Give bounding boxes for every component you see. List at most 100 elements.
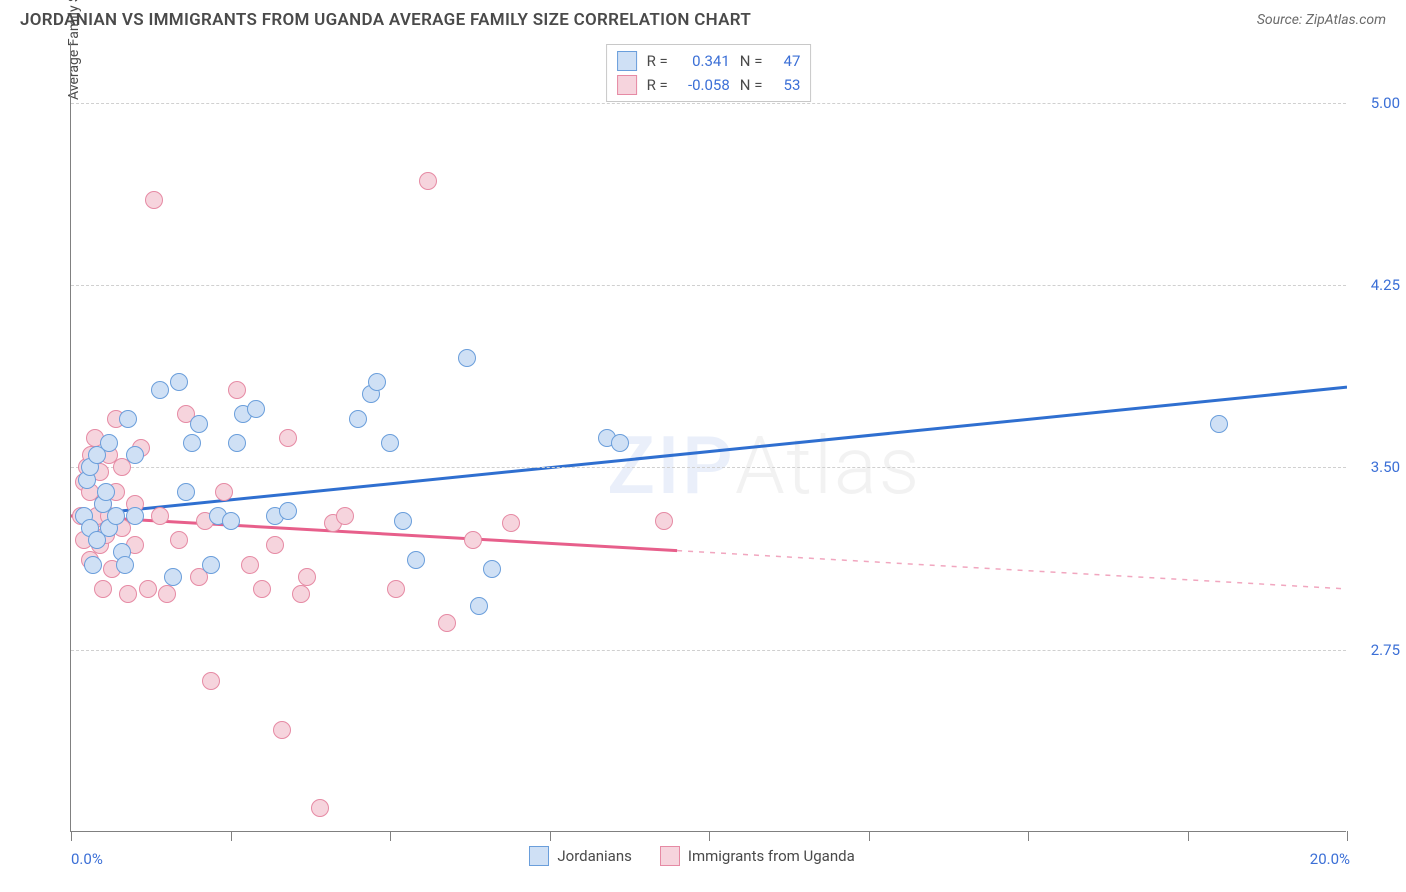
data-point	[253, 580, 271, 598]
source-attribution: Source: ZipAtlas.com	[1257, 12, 1386, 28]
data-point	[368, 373, 386, 391]
correlation-stats-box: R = 0.341 N = 47 R = -0.058 N = 53	[606, 44, 812, 102]
data-point	[502, 514, 520, 532]
legend-swatch	[529, 846, 549, 866]
data-point	[266, 536, 284, 554]
data-point	[1210, 415, 1228, 433]
data-point	[151, 381, 169, 399]
x-tick	[709, 831, 710, 841]
data-point	[241, 556, 259, 574]
legend-swatch	[617, 51, 637, 71]
data-point	[298, 568, 316, 586]
data-point	[247, 400, 265, 418]
x-min-label: 0.0%	[71, 850, 103, 868]
data-point	[381, 434, 399, 452]
gridline	[71, 285, 1346, 286]
data-point	[483, 560, 501, 578]
gridline	[71, 650, 1346, 651]
data-point	[611, 434, 629, 452]
data-point	[228, 434, 246, 452]
data-point	[170, 373, 188, 391]
data-point	[336, 507, 354, 525]
stats-row: R = 0.341 N = 47	[617, 49, 801, 73]
legend-swatch	[660, 846, 680, 866]
x-tick	[1188, 831, 1189, 841]
data-point	[279, 429, 297, 447]
data-point	[151, 507, 169, 525]
data-point	[202, 556, 220, 574]
series-legend: Jordanians Immigrants from Uganda	[529, 846, 854, 866]
y-tick-label: 2.75	[1371, 641, 1400, 659]
n-label: N =	[740, 73, 763, 97]
n-label: N =	[740, 49, 763, 73]
gridline	[71, 103, 1346, 104]
data-point	[292, 585, 310, 603]
data-point	[458, 349, 476, 367]
data-point	[97, 483, 115, 501]
trend-line-dashed	[677, 551, 1347, 589]
data-point	[407, 551, 425, 569]
y-tick-label: 4.25	[1371, 276, 1400, 294]
data-point	[100, 434, 118, 452]
data-point	[190, 415, 208, 433]
x-tick	[231, 831, 232, 841]
data-point	[419, 172, 437, 190]
data-point	[107, 507, 125, 525]
x-tick	[869, 831, 870, 841]
watermark-bold: ZIP	[607, 419, 735, 513]
data-point	[438, 614, 456, 632]
data-point	[394, 512, 412, 530]
legend-label: Jordanians	[557, 847, 632, 865]
data-point	[387, 580, 405, 598]
data-point	[273, 721, 291, 739]
data-point	[349, 410, 367, 428]
data-point	[126, 507, 144, 525]
stats-row: R = -0.058 N = 53	[617, 73, 801, 97]
data-point	[139, 580, 157, 598]
x-tick	[71, 831, 72, 841]
data-point	[170, 531, 188, 549]
data-point	[116, 556, 134, 574]
data-point	[158, 585, 176, 603]
data-point	[119, 585, 137, 603]
data-point	[279, 502, 297, 520]
gridline	[71, 467, 1346, 468]
data-point	[119, 410, 137, 428]
data-point	[202, 672, 220, 690]
data-point	[215, 483, 233, 501]
watermark: ZIPAtlas	[607, 419, 921, 513]
data-point	[228, 381, 246, 399]
y-tick-label: 5.00	[1371, 94, 1400, 112]
trend-lines	[71, 42, 1347, 832]
data-point	[94, 580, 112, 598]
x-tick	[550, 831, 551, 841]
r-label: R =	[647, 73, 668, 97]
data-point	[177, 483, 195, 501]
legend-swatch	[617, 75, 637, 95]
y-tick-label: 3.50	[1371, 458, 1400, 476]
chart-title: JORDANIAN VS IMMIGRANTS FROM UGANDA AVER…	[20, 10, 751, 30]
x-tick	[1347, 831, 1348, 841]
legend-label: Immigrants from Uganda	[688, 847, 855, 865]
data-point	[164, 568, 182, 586]
r-value: -0.058	[678, 73, 730, 97]
data-point	[311, 799, 329, 817]
r-label: R =	[647, 49, 668, 73]
chart-header: JORDANIAN VS IMMIGRANTS FROM UGANDA AVER…	[0, 0, 1406, 38]
r-value: 0.341	[678, 49, 730, 73]
n-value: 53	[772, 73, 800, 97]
data-point	[126, 446, 144, 464]
data-point	[222, 512, 240, 530]
scatter-plot: ZIPAtlas R =0.341N =47R =-0.058N =53 2.7…	[70, 42, 1346, 832]
x-tick	[390, 831, 391, 841]
legend-item: Immigrants from Uganda	[660, 846, 855, 866]
watermark-thin: Atlas	[735, 419, 921, 513]
data-point	[655, 512, 673, 530]
data-point	[470, 597, 488, 615]
data-point	[84, 556, 102, 574]
x-tick	[1028, 831, 1029, 841]
x-max-label: 20.0%	[1310, 850, 1350, 868]
n-value: 47	[772, 49, 800, 73]
data-point	[464, 531, 482, 549]
data-point	[145, 191, 163, 209]
